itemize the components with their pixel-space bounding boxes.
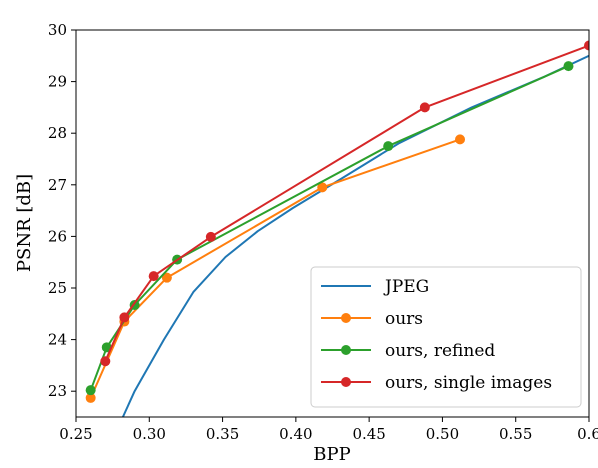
x-axis-title: BPP xyxy=(313,444,350,465)
legend-label: JPEG xyxy=(383,277,429,297)
data-point-ours xyxy=(317,182,328,193)
series-line-ours-single-images xyxy=(104,44,589,362)
legend-box xyxy=(310,266,582,408)
x-tick-label: 0.45 xyxy=(352,425,385,443)
legend-item-ours-refined: ours, refined xyxy=(321,341,495,361)
series-jpeg xyxy=(121,54,589,417)
data-point-ours-refined xyxy=(563,61,574,72)
legend-swatch-marker xyxy=(341,345,351,355)
x-tick-label: 0.50 xyxy=(426,425,459,443)
data-point-ours-refined xyxy=(383,141,394,152)
legend: JPEG ours ours, refined ours, single images xyxy=(310,266,582,408)
data-point-ours-refined xyxy=(85,385,96,396)
x-tick-label: 0.40 xyxy=(279,425,312,443)
data-point-ours-single-images xyxy=(205,231,216,242)
data-point-ours-single-images xyxy=(584,40,589,51)
x-tick-label: 0.25 xyxy=(59,425,92,443)
legend-swatch-marker xyxy=(341,377,351,387)
data-point-ours-single-images xyxy=(419,102,430,113)
x-tick-label: 0.35 xyxy=(206,425,239,443)
data-point-ours-single-images xyxy=(148,271,159,282)
y-tick-label: 29 xyxy=(48,73,67,91)
series-layer xyxy=(85,40,589,417)
legend-item-ours-single-images: ours, single images xyxy=(321,373,552,393)
plot-frame xyxy=(75,29,590,418)
data-point-ours xyxy=(161,272,172,283)
y-tick-label: 24 xyxy=(48,331,67,349)
y-axis-title: PSNR [dB] xyxy=(14,174,35,272)
data-point-ours xyxy=(455,134,466,145)
series-line-ours-refined xyxy=(89,65,569,391)
y-tick-label: 23 xyxy=(48,382,67,400)
x-tick-label: 0.30 xyxy=(133,425,166,443)
legend-items: JPEG ours ours, refined ours, single images xyxy=(321,277,552,393)
data-point-ours-single-images xyxy=(119,312,130,323)
x-tick-label: 0.6 xyxy=(577,425,598,443)
x-tick-label: 0.55 xyxy=(499,425,532,443)
legend-item-ours: ours xyxy=(321,309,423,329)
y-tick-label: 28 xyxy=(48,124,67,142)
legend-label: ours, refined xyxy=(385,341,495,361)
series-ours-single-images xyxy=(100,40,589,367)
y-tick-label: 25 xyxy=(48,279,67,297)
data-point-ours-single-images xyxy=(100,356,111,367)
series-line-jpeg xyxy=(121,54,589,417)
tick-layer: 0.25 0.30 0.35 0.40 0.45 0.50 0.55 0.6 23 24 25 26 2… xyxy=(48,21,598,443)
legend-swatch-marker xyxy=(341,313,351,323)
y-tick-label: 26 xyxy=(48,227,67,245)
legend-label: ours xyxy=(385,309,423,329)
series-ours xyxy=(85,134,466,403)
data-point-ours xyxy=(85,392,96,403)
y-tick-label: 27 xyxy=(48,176,67,194)
legend-label: ours, single images xyxy=(385,373,552,393)
legend-item-jpeg: JPEG xyxy=(321,277,429,297)
y-tick-label: 30 xyxy=(48,21,67,39)
